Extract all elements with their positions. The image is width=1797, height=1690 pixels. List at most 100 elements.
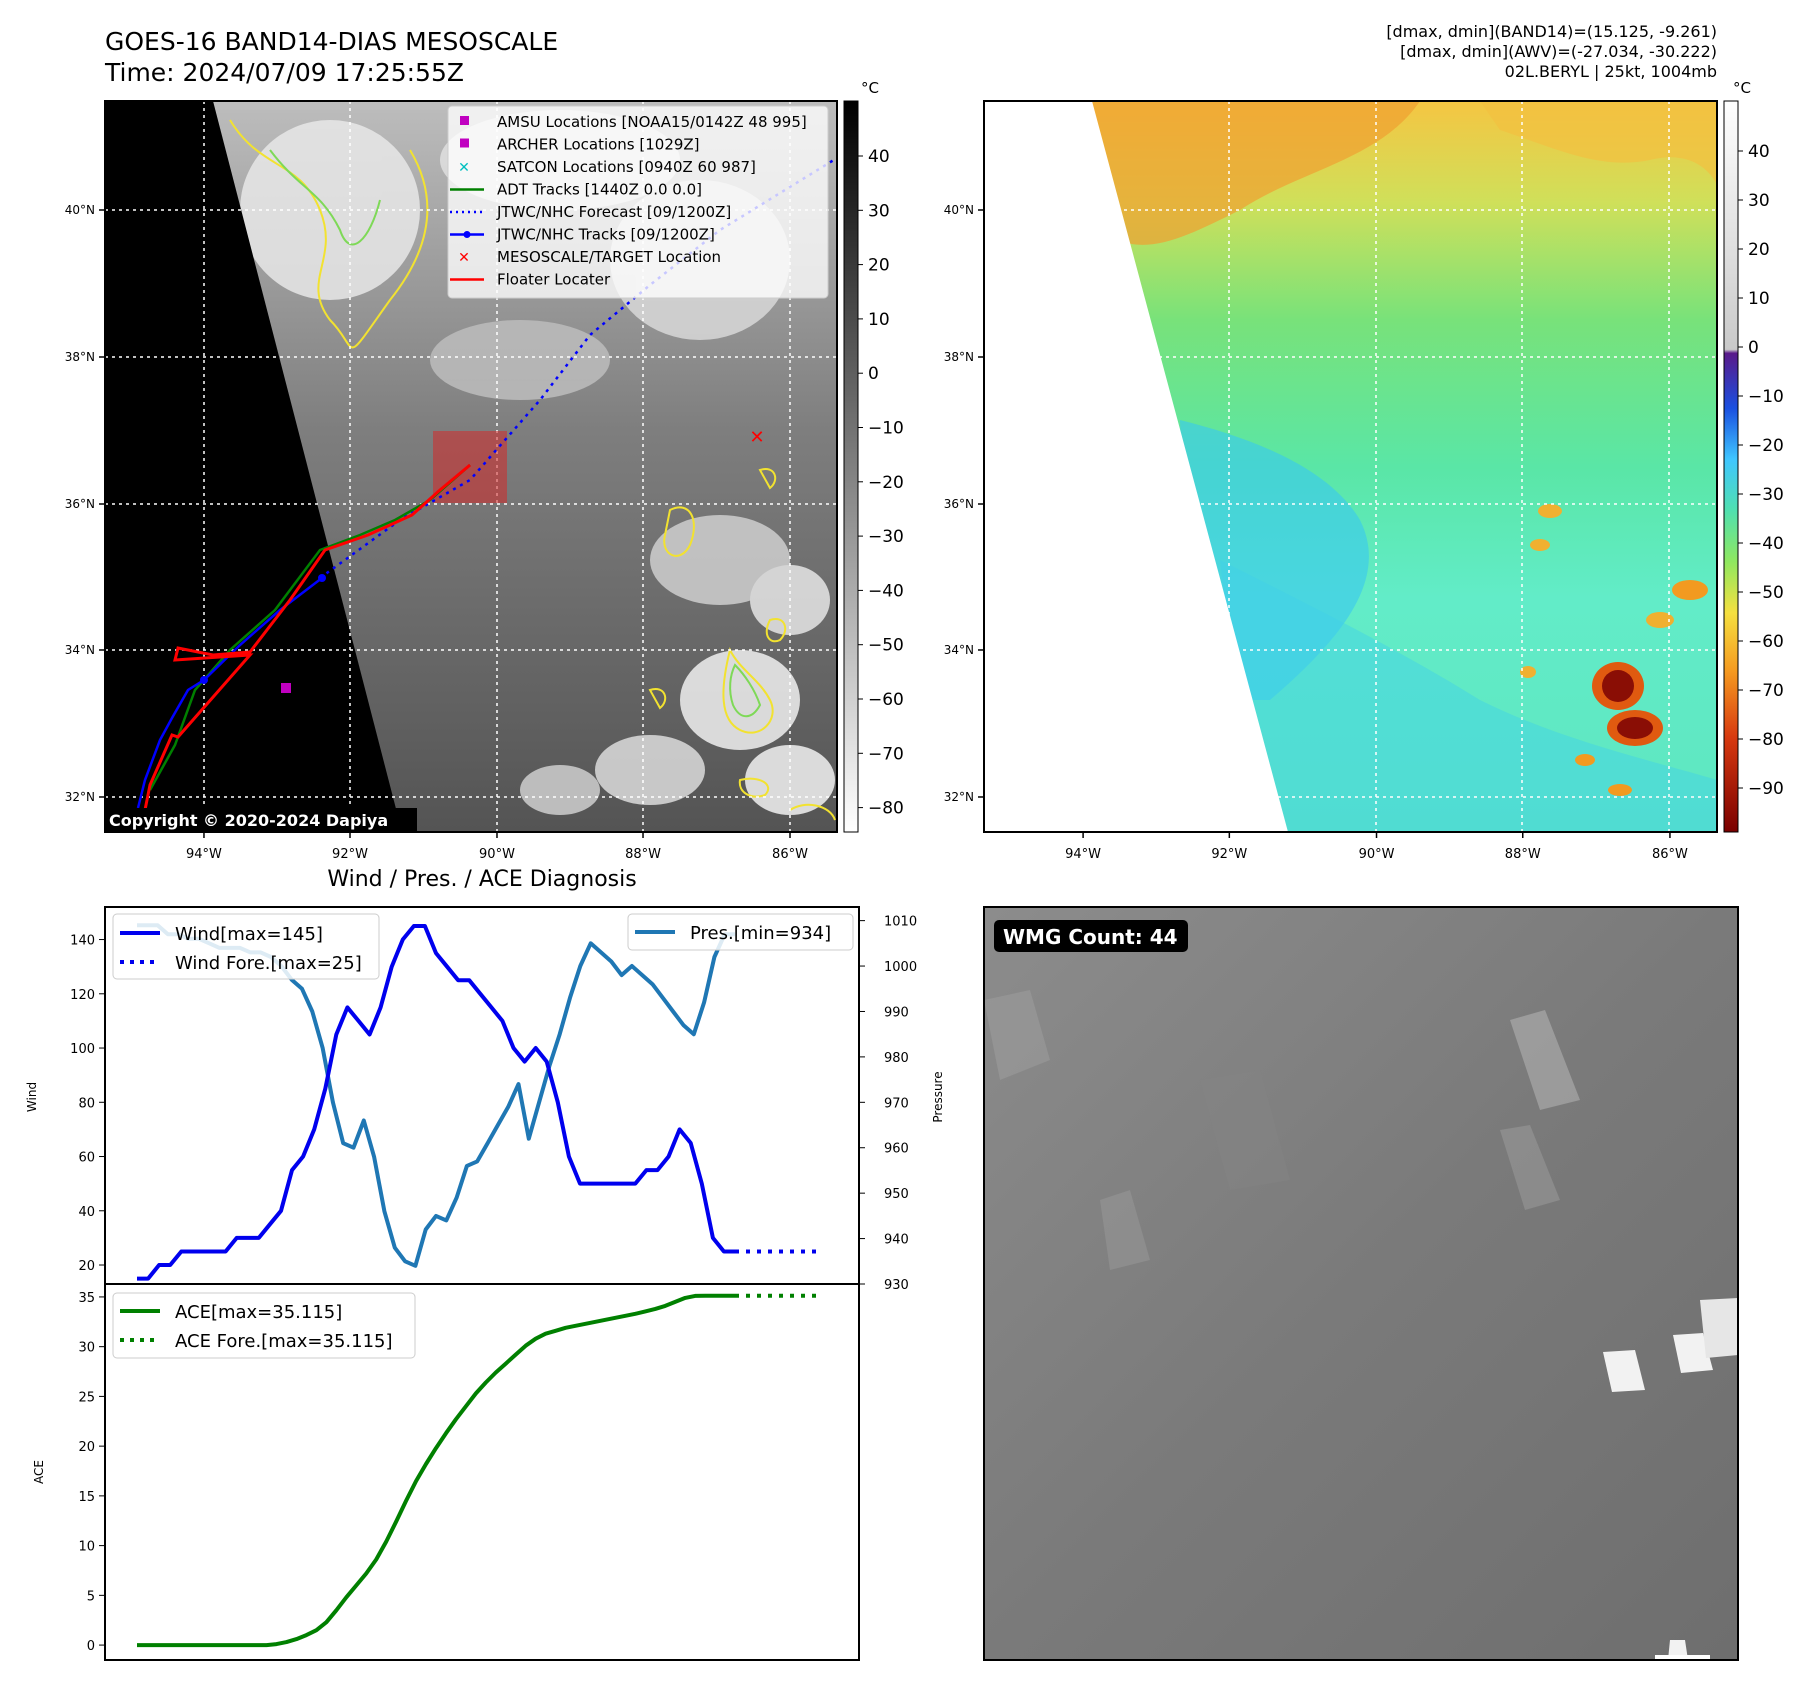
legend-dot-icon (463, 231, 471, 238)
lon-tick-label: 88°W (1505, 847, 1541, 862)
ir-legend-label: JTWC/NHC Forecast [09/1200Z] (496, 203, 731, 221)
pressure-tick-label: 1000 (884, 960, 917, 975)
ir-contours (229, 119, 836, 821)
archer-marker (281, 683, 291, 693)
ir-legend-item: ✕ SATCON Locations [0940Z 60 987] (458, 158, 756, 176)
pressure-tick-label: 990 (884, 1005, 909, 1020)
pressure-y-ticks: 930 940 950 960 970 980 990 1000 1010 (859, 915, 917, 1293)
ace-legend-label: ACE[max=35.115] (175, 1302, 342, 1323)
ir-lon-ticks: 94°W 92°W 90°W 88°W 86°W (186, 832, 808, 862)
pressure-tick-label: 1010 (884, 915, 917, 930)
lon-tick-label: 92°W (332, 847, 368, 862)
lat-tick-label: 38°N (944, 350, 974, 364)
colorbar-tick-label: 0 (1748, 338, 1759, 358)
colorbar-tick-label: −20 (868, 473, 904, 493)
enhanced-colorbar-unit: °C (1733, 79, 1751, 97)
ir-legend-label: MESOSCALE/TARGET Location (497, 248, 721, 266)
lon-tick-label: 94°W (1065, 847, 1101, 862)
ace-tick-label: 30 (78, 1341, 95, 1356)
colorbar-tick-label: 20 (868, 256, 890, 276)
ir-panel-frame (104, 100, 838, 833)
lat-tick-label: 38°N (65, 350, 95, 364)
colorbar-tick-label: −90 (1748, 779, 1784, 799)
wind-tick-label: 100 (70, 1042, 95, 1057)
pressure-tick-label: 980 (884, 1051, 909, 1066)
ir-image-panel: ✕ AMSU Locations [NOAA15/0142Z 48 995] AR… (65, 79, 904, 862)
ir-legend-label: SATCON Locations [0940Z 60 987] (497, 158, 756, 176)
ir-legend-item: JTWC/NHC Forecast [09/1200Z] (450, 203, 731, 221)
lat-tick-label: 36°N (944, 497, 974, 511)
colorbar-tick-label: −80 (1748, 730, 1784, 750)
wind-tick-label: 40 (78, 1205, 95, 1220)
diagnosis-chart: Wind / Pres. / ACE Diagnosis Wind Pressu… (25, 867, 945, 1661)
lat-tick-label: 32°N (65, 790, 95, 804)
colorbar-tick-label: −20 (1748, 436, 1784, 456)
lon-tick-label: 92°W (1211, 847, 1247, 862)
wind-tick-label: 60 (78, 1151, 95, 1166)
colorbar-tick-label: −60 (1748, 632, 1784, 652)
wmg-image (984, 907, 1738, 1660)
ace-y-ticks: 0 5 10 15 20 25 30 35 (78, 1291, 105, 1654)
enhanced-colorbar: °C 40 30 20 10 0 −10 −20 −30 −40 −50 −60 −70 −80 −90 (1723, 79, 1784, 833)
main-title: GOES-16 BAND14-DIAS MESOSCALE Time: 2024… (105, 26, 558, 88)
wmg-texture (984, 990, 1580, 1270)
colorbar-tick-label: −30 (868, 527, 904, 547)
colorbar-tick-label: −80 (868, 799, 904, 819)
ace-tick-label: 10 (78, 1540, 95, 1555)
storm-summary: 02L.BERYL | 25kt, 1004mb (1504, 62, 1717, 81)
enhanced-panel-frame (983, 100, 1718, 833)
enhanced-lat-ticks: 40°N 38°N 36°N 34°N 32°N (944, 203, 984, 804)
colorbar-tick-label: 40 (868, 147, 890, 167)
colorbar-tick-label: 10 (1748, 289, 1770, 309)
ace-tick-label: 0 (87, 1639, 95, 1654)
colorbar-tick-label: 10 (868, 310, 890, 330)
chart-title: Wind / Pres. / ACE Diagnosis (327, 867, 636, 892)
ace-forecast-legend-label: ACE Fore.[max=35.115] (175, 1331, 393, 1352)
enhanced-lon-ticks: 94°W 92°W 90°W 88°W 86°W (1065, 832, 1688, 862)
enhanced-gridlines (984, 101, 1717, 832)
wind-forecast-legend-label: Wind Fore.[max=25] (175, 953, 362, 974)
enhanced-no-data-area (984, 101, 1288, 832)
wind-y-ticks: 20 40 60 80 100 120 140 (70, 934, 105, 1274)
jtwc-track-points (200, 574, 326, 684)
ir-legend-item: ADT Tracks [1440Z 0.0 0.0] (450, 181, 702, 199)
lon-tick-label: 88°W (625, 847, 661, 862)
ir-legend-item: ARCHER Locations [1029Z] (460, 136, 700, 154)
ir-colorbar-unit: °C (861, 79, 879, 97)
ace-tick-label: 5 (87, 1589, 95, 1604)
ir-legend-label: JTWC/NHC Tracks [09/1200Z] (496, 226, 715, 244)
mesoscale-target-marker: ✕ (749, 427, 764, 448)
floater-locater-track (143, 463, 471, 811)
ir-legend-item: ✕ MESOSCALE/TARGET Location (458, 248, 721, 266)
ir-legend-label: ADT Tracks [1440Z 0.0 0.0] (497, 181, 702, 199)
storm-info: [dmax, dmin](BAND14)=(15.125, -9.261) [d… (1386, 22, 1717, 82)
pressure-legend-label: Pres.[min=934] (690, 923, 831, 944)
colorbar-tick-label: −10 (868, 419, 904, 439)
ir-legend-label: Floater Locater (497, 271, 611, 289)
legend-x-icon: ✕ (458, 250, 470, 266)
colorbar-tick-label: 30 (868, 201, 890, 221)
lon-tick-label: 94°W (186, 847, 222, 862)
ace-tick-label: 15 (78, 1490, 95, 1505)
colorbar-tick-label: −40 (868, 581, 904, 601)
ace-legend: ACE[max=35.115] ACE Fore.[max=35.115] (112, 1292, 416, 1359)
adt-track (148, 464, 471, 791)
lat-tick-label: 36°N (65, 497, 95, 511)
copyright-text: Copyright © 2020-2024 Dapiya (109, 811, 388, 830)
ir-legend-item: AMSU Locations [NOAA15/0142Z 48 995] (460, 113, 807, 131)
ir-legend-item: JTWC/NHC Tracks [09/1200Z] (450, 226, 715, 244)
enhanced-convection-cells (1520, 504, 1708, 796)
lon-tick-label: 90°W (1359, 847, 1395, 862)
colorbar-tick-label: −40 (1748, 534, 1784, 554)
ace-series-line (137, 1293, 735, 1648)
ir-colorbar: °C 40 30 20 10 0 −10 −20 −30 −40 −50 −60 −70 −80 (843, 79, 904, 833)
pressure-tick-label: 970 (884, 1096, 909, 1111)
wmg-bright-cells (1603, 1298, 1738, 1660)
floater-box (433, 431, 507, 503)
ir-legend-label: ARCHER Locations [1029Z] (497, 136, 700, 154)
wind-axis-label: Wind (25, 1082, 39, 1112)
colorbar-tick-label: 20 (1748, 240, 1770, 260)
title-line-2: Time: 2024/07/09 17:25:55Z (105, 58, 464, 87)
jtwc-track (136, 577, 323, 809)
